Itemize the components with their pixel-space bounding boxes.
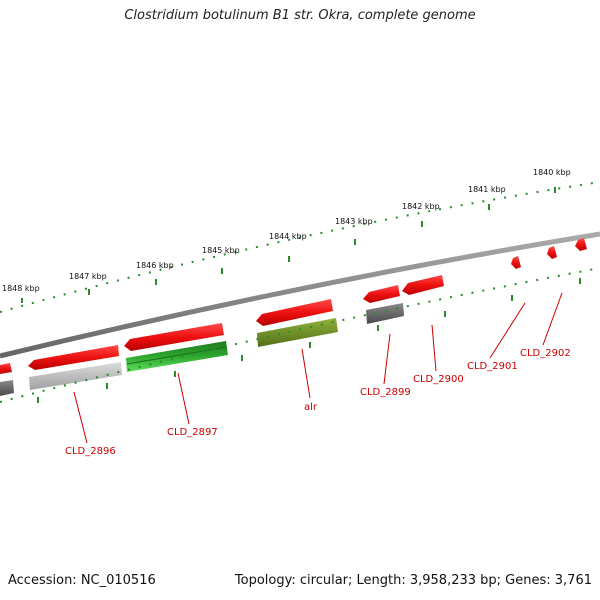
cds-stripe (126, 346, 228, 365)
tick-label: 1845 kbp (202, 246, 240, 255)
forward-strand-genes (0, 238, 587, 374)
gene-label[interactable]: CLD_2901 (467, 361, 518, 372)
tick-label: 1847 kbp (69, 272, 107, 281)
cds-block[interactable] (126, 341, 228, 372)
gene-arrow[interactable] (402, 275, 444, 295)
tick-label: 1848 kbp (2, 284, 40, 293)
tick-label: 1843 kbp (335, 217, 373, 226)
gene-arrow[interactable] (547, 246, 557, 259)
gene-arrow[interactable] (124, 323, 224, 351)
inner-major-ticks (37, 278, 581, 403)
tick-label: 1842 kbp (402, 202, 440, 211)
cds-block[interactable] (29, 362, 122, 390)
accession-text: Accession: NC_010516 (8, 573, 156, 588)
gene-arrow[interactable] (363, 285, 400, 303)
gene-arrow[interactable] (256, 299, 333, 326)
gene-label[interactable]: CLD_2902 (520, 348, 571, 359)
gene-labels: CLD_2896 CLD_2897 alr CLD_2899 CLD_2900 … (65, 348, 571, 457)
gene-label[interactable]: CLD_2900 (413, 374, 464, 385)
tick-label: 1846 kbp (136, 261, 174, 270)
gene-leaders (73, 292, 563, 444)
gene-label[interactable]: CLD_2897 (167, 427, 218, 438)
gene-label[interactable]: CLD_2899 (360, 387, 411, 398)
cds-block[interactable] (366, 303, 404, 324)
gene-label[interactable]: alr (304, 402, 318, 413)
tick-label: 1841 kbp (468, 185, 506, 194)
page-title: Clostridium botulinum B1 str. Okra, comp… (124, 8, 476, 23)
outer-tick-labels: 1848 kbp 1847 kbp 1846 kbp 1845 kbp 1844… (2, 168, 571, 293)
gene-arrow[interactable] (0, 363, 12, 374)
inner-tick-track (0, 267, 600, 403)
outer-major-ticks (21, 187, 556, 303)
tick-label: 1844 kbp (269, 232, 307, 241)
genome-backbone (0, 231, 600, 359)
cds-block[interactable] (0, 380, 14, 396)
gene-label[interactable]: CLD_2896 (65, 446, 116, 457)
gene-arrow[interactable] (28, 345, 119, 370)
cds-features (0, 303, 404, 396)
genome-summary-text: Topology: circular; Length: 3,958,233 bp… (234, 573, 592, 588)
cds-block[interactable] (257, 318, 338, 347)
outer-tick-track (0, 181, 600, 313)
gene-arrow[interactable] (575, 238, 587, 251)
gene-arrow[interactable] (511, 256, 521, 269)
tick-label: 1840 kbp (533, 168, 571, 177)
